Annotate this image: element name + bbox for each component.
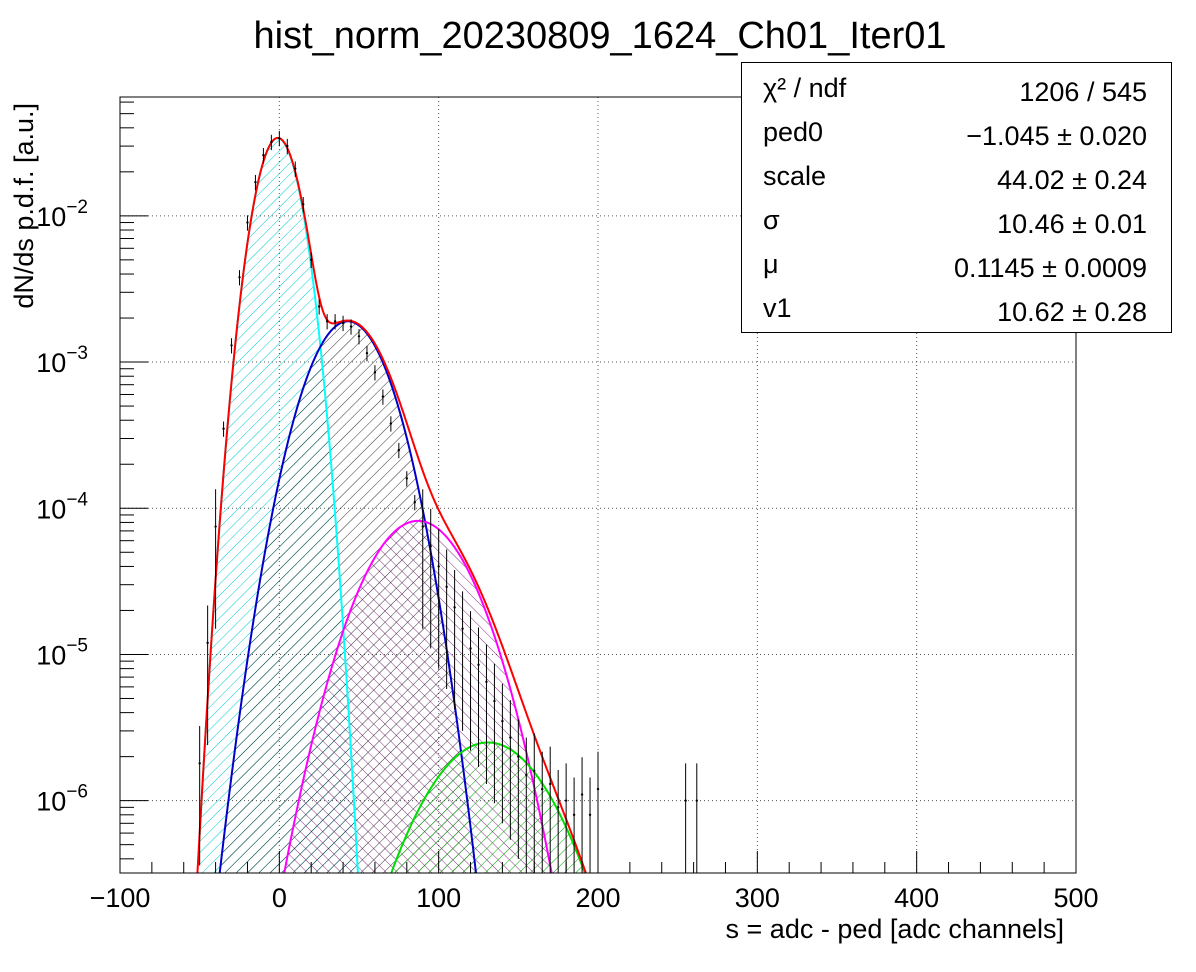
data-point <box>695 799 698 802</box>
y-tick-label: 10−5 <box>36 635 88 670</box>
data-point <box>469 647 472 650</box>
y-tick-label: 10−4 <box>36 489 88 524</box>
data-point <box>421 525 424 528</box>
x-tick-label: 0 <box>272 883 287 913</box>
data-point <box>437 565 440 568</box>
data-point <box>310 258 313 262</box>
stats-row: χ² / ndf 1206 / 545 <box>742 69 1171 113</box>
data-point <box>286 144 289 148</box>
data-point <box>556 806 560 809</box>
data-point <box>222 427 225 430</box>
y-axis-label: dN/ds p.d.f. [a.u.] <box>9 103 39 309</box>
data-point <box>501 719 504 723</box>
y-tick-label: 10−2 <box>36 197 88 232</box>
stats-row: μ 0.1145 ± 0.0009 <box>742 245 1171 289</box>
data-point <box>461 627 464 630</box>
data-point <box>588 813 592 817</box>
stats-value: −1.045 ± 0.020 <box>966 121 1147 151</box>
data-point <box>254 180 257 184</box>
data-point <box>325 320 329 323</box>
data-point <box>397 448 401 452</box>
x-tick-label: 400 <box>894 883 939 913</box>
stats-value: 0.1145 ± 0.0009 <box>954 253 1147 283</box>
data-point <box>429 545 432 548</box>
stats-label: scale <box>763 161 827 191</box>
stats-row: scale 44.02 ± 0.24 <box>742 157 1171 201</box>
data-point <box>541 787 544 791</box>
data-point <box>525 773 528 777</box>
data-point <box>302 203 305 206</box>
data-point <box>580 793 584 796</box>
chart-title: hist_norm_20230809_1624_Ch01_Iter01 <box>254 15 947 57</box>
data-point <box>246 221 249 224</box>
data-point <box>270 140 273 144</box>
data-point <box>596 787 600 791</box>
data-point <box>294 167 297 170</box>
stats-value: 10.46 ± 0.01 <box>997 209 1147 239</box>
data-point <box>485 680 488 684</box>
stats-label: σ <box>763 205 780 235</box>
data-point <box>405 477 408 480</box>
component-fills <box>199 138 593 873</box>
data-point <box>230 344 233 347</box>
data-point <box>198 762 201 765</box>
x-tick-label: −100 <box>90 883 151 913</box>
total-fit-curve <box>196 136 587 873</box>
stats-label: v1 <box>763 293 792 323</box>
data-point <box>262 153 265 157</box>
stats-value: 10.62 ± 0.28 <box>997 297 1147 327</box>
data-point <box>381 395 385 398</box>
stats-label: χ² / ndf <box>763 73 847 103</box>
stats-box: χ² / ndf 1206 / 545 ped0 −1.045 ± 0.020 … <box>741 62 1172 333</box>
data-point <box>509 736 512 739</box>
data-point <box>341 321 345 325</box>
y-tick-label: 10−3 <box>36 343 88 378</box>
x-tick-label: 200 <box>575 883 620 913</box>
data-points <box>198 130 698 873</box>
data-point <box>349 325 353 328</box>
stats-label: μ <box>763 249 779 279</box>
data-point <box>572 813 576 817</box>
data-point <box>389 422 393 425</box>
data-point <box>453 606 456 609</box>
stats-row: ped0 −1.045 ± 0.020 <box>742 113 1171 157</box>
x-tick-label: 100 <box>416 883 461 913</box>
data-point <box>278 136 281 140</box>
stats-row: σ 10.46 ± 0.01 <box>742 201 1171 245</box>
stats-value: 44.02 ± 0.24 <box>997 165 1147 195</box>
data-point <box>533 769 536 773</box>
data-point <box>373 371 377 374</box>
data-point <box>214 525 217 528</box>
data-point <box>317 305 321 308</box>
data-point <box>333 320 337 323</box>
data-point <box>517 755 520 758</box>
data-point <box>357 335 361 338</box>
stats-row: v1 10.62 ± 0.28 <box>742 289 1171 333</box>
component-curve <box>283 519 553 873</box>
component-curve-fill <box>383 742 593 873</box>
data-point <box>365 351 369 355</box>
data-point <box>493 699 496 703</box>
data-point <box>549 782 552 786</box>
stats-label: ped0 <box>763 117 824 147</box>
y-tick-label: 10−6 <box>36 782 88 817</box>
data-point <box>206 641 209 645</box>
x-tick-label: 500 <box>1053 883 1098 913</box>
axes: −100 0 100 200 300 400 500 10−2 10−3 10−4 10−5 10−6 <box>36 101 1099 913</box>
x-tick-label: 300 <box>735 883 780 913</box>
data-point <box>477 663 480 666</box>
stats-value: 1206 / 545 <box>1019 77 1147 107</box>
data-point <box>445 585 448 589</box>
data-point <box>238 276 241 279</box>
data-point <box>413 500 416 504</box>
data-point <box>564 799 568 802</box>
data-point <box>684 799 687 802</box>
x-axis-label: s = adc - ped [adc channels] <box>726 914 1064 944</box>
